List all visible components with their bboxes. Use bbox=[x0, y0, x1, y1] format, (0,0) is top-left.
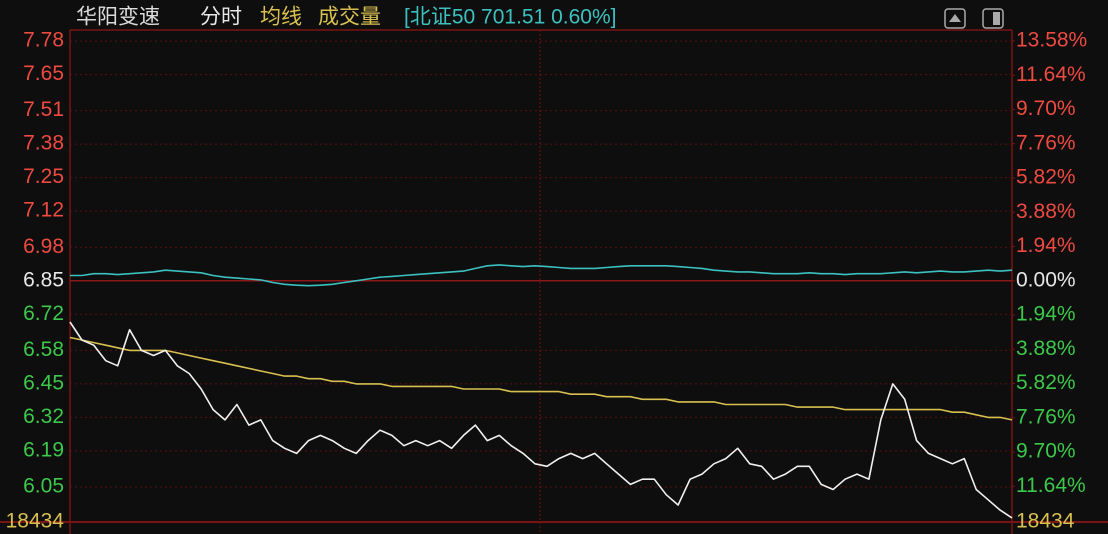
panel-frame bbox=[982, 8, 1004, 29]
zoom-frame bbox=[944, 8, 966, 29]
volume-tab[interactable]: 成交量 bbox=[318, 6, 381, 29]
y2-tick-label: 1.94% bbox=[1016, 234, 1076, 257]
y2-tick-label: 11.64% bbox=[1016, 63, 1086, 86]
y-tick-label: 6.72 bbox=[23, 302, 64, 325]
zoom-button[interactable] bbox=[944, 8, 966, 29]
index-label: [北证50 701.51 0.60%] bbox=[404, 6, 616, 29]
series-line bbox=[70, 264, 1013, 287]
y-tick-label: 6.98 bbox=[23, 235, 64, 258]
y2-tick-label: 0.00% bbox=[1016, 268, 1076, 291]
y2-tick-label: 3.88% bbox=[1016, 337, 1076, 360]
y-tick-label: 7.78 bbox=[23, 29, 64, 52]
y-tick-label: 7.65 bbox=[23, 62, 64, 85]
y-tick-label: 6.45 bbox=[23, 371, 64, 394]
mode-tab[interactable]: 分时 bbox=[200, 6, 242, 29]
y-tick-label: 7.51 bbox=[23, 98, 64, 121]
y2-tick-label: 7.76% bbox=[1016, 405, 1076, 428]
y-tick-label: 7.12 bbox=[23, 199, 64, 222]
y2-tick-label: 1.94% bbox=[1016, 303, 1076, 326]
y-tick-label: 7.38 bbox=[23, 132, 64, 155]
zoom-icon bbox=[949, 14, 961, 22]
panel-button[interactable] bbox=[982, 8, 1004, 29]
y2-tick-label: 9.70% bbox=[1016, 440, 1076, 463]
panel-icon bbox=[993, 12, 1000, 25]
y2-tick-label: 5.82% bbox=[1016, 166, 1076, 189]
y2-tick-label: 13.58% bbox=[1016, 28, 1087, 51]
y-tick-label: 6.05 bbox=[23, 474, 64, 497]
y2-tick-label: 3.88% bbox=[1016, 200, 1076, 223]
y-tick-label: 6.19 bbox=[23, 438, 64, 461]
series-line bbox=[69, 321, 1013, 519]
volume-label-left: 18434 bbox=[6, 510, 65, 533]
stock-title: 华阳变速 bbox=[76, 6, 160, 29]
y2-tick-label: 5.82% bbox=[1016, 371, 1076, 394]
y-tick-label: 6.58 bbox=[23, 338, 64, 361]
y2-tick-label: 9.70% bbox=[1016, 97, 1076, 120]
y2-tick-label: 11.64% bbox=[1016, 474, 1086, 497]
series-line bbox=[69, 336, 1013, 421]
y-tick-label: 6.32 bbox=[23, 405, 64, 428]
y-tick-label: 7.25 bbox=[23, 165, 64, 188]
y2-tick-label: 7.76% bbox=[1016, 131, 1076, 154]
y-tick-label: 6.85 bbox=[23, 268, 64, 291]
volume-label-right: 18434 bbox=[1016, 510, 1075, 533]
average-tab[interactable]: 均线 bbox=[260, 6, 302, 29]
